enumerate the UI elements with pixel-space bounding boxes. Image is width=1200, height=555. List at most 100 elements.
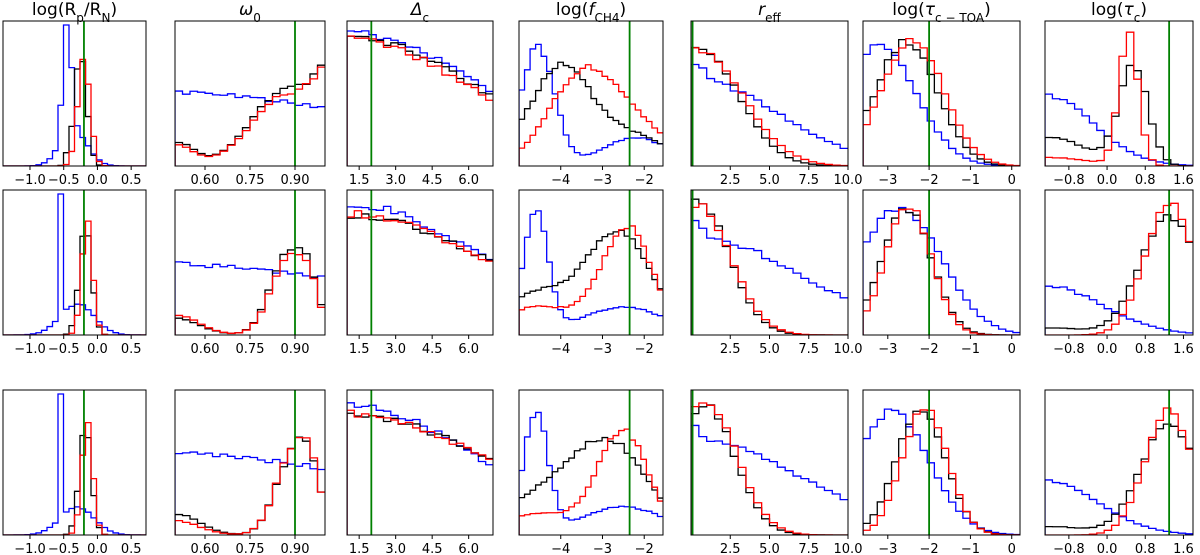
x-tick-label: 0.0: [1097, 173, 1118, 188]
x-tick-label: 7.5: [798, 542, 819, 555]
x-tick-label: 4.5: [422, 173, 443, 188]
x-tick-label: 0.90: [281, 542, 310, 555]
panel-tc-row2: −0.8 0.0 0.8 1.6: [1044, 189, 1194, 357]
hist-red-tctoa-row2: [863, 208, 1020, 335]
panel-frame: [1044, 389, 1194, 536]
hist-black-tctoa-row2: [863, 208, 1020, 335]
hist-black-tc-row1: [1045, 64, 1193, 166]
x-tick-label: 1.6: [1173, 342, 1194, 357]
x-tick-label: −0.5: [48, 542, 80, 555]
panel-rp-row2: −1.0 −0.5 0.0 0.5: [2, 189, 147, 357]
panel-w0-row1: 0.60 0.75 0.90: [174, 20, 326, 188]
x-tick-label: −3: [593, 342, 612, 357]
x-tick-label: 0.0: [87, 173, 108, 188]
panel-frame: [690, 189, 849, 336]
hist-red-w0-row3: [175, 436, 325, 535]
x-tick-label: −3: [593, 173, 612, 188]
panel-reff-row2: 2.5 5.0 7.5 10.0: [690, 189, 862, 357]
x-tick-label: −3: [878, 342, 897, 357]
hist-red-fch4-row1: [519, 64, 663, 166]
hist-black-tctoa-row1: [863, 38, 1020, 166]
panel-frame: [346, 20, 494, 167]
x-tick-label: 0.5: [121, 542, 142, 555]
hist-red-reff-row3: [691, 402, 848, 535]
panel-frame: [346, 189, 494, 336]
panel-frame: [862, 20, 1021, 167]
x-tick-label: 0.0: [87, 342, 108, 357]
x-tick-label: −1: [961, 342, 980, 357]
x-tick-label: −1.0: [14, 342, 46, 357]
column-title-tc: log(τc): [1091, 0, 1147, 25]
hist-blue-w0-row1: [175, 90, 325, 166]
x-tick-label: −2: [635, 542, 654, 555]
x-tick-label: −4: [551, 342, 570, 357]
hist-blue-fch4-row2: [519, 210, 663, 335]
x-tick-label: −1.0: [14, 542, 46, 555]
x-tick-label: 0.60: [191, 542, 220, 555]
x-tick-label: −3: [593, 542, 612, 555]
panel-dc-row2: 1.5 3.0 4.5 6.0: [346, 189, 494, 357]
hist-blue-tc-row1: [1045, 93, 1193, 166]
x-tick-label: 1.5: [349, 342, 370, 357]
x-tick-label: 5.0: [759, 173, 780, 188]
x-tick-label: 0.5: [121, 342, 142, 357]
x-tick-label: −0.5: [48, 342, 80, 357]
panel-tc-row3: −0.8 0.0 0.8 1.6: [1044, 389, 1194, 555]
panel-tctoa-row1: −3 −2 −1 0: [862, 20, 1021, 188]
panel-tctoa-row3: −3 −2 −1 0: [862, 389, 1021, 555]
panel-fch4-row1: −4 −3 −2: [518, 20, 664, 188]
hist-black-dc-row2: [347, 213, 493, 335]
panel-frame: [1044, 189, 1194, 336]
panel-frame: [2, 189, 147, 336]
hist-red-w0-row2: [175, 252, 325, 335]
x-tick-label: 0.60: [191, 342, 220, 357]
hist-red-rp-row2: [3, 220, 146, 335]
panel-tctoa-row2: −3 −2 −1 0: [862, 189, 1021, 357]
hist-blue-tctoa-row1: [863, 43, 1020, 166]
x-tick-label: 1.6: [1173, 173, 1194, 188]
x-tick-label: 7.5: [798, 173, 819, 188]
x-tick-label: −4: [551, 542, 570, 555]
panel-frame: [518, 189, 664, 336]
hist-red-w0-row1: [175, 66, 325, 166]
x-tick-label: 2.5: [720, 542, 741, 555]
hist-black-fch4-row1: [519, 61, 663, 166]
column-title-w0: ω0: [239, 0, 261, 25]
x-tick-label: 3.0: [385, 342, 406, 357]
x-tick-label: 0.8: [1135, 173, 1156, 188]
x-tick-label: 0.90: [281, 173, 310, 188]
hist-black-tc-row2: [1045, 214, 1193, 335]
hist-blue-w0-row2: [175, 261, 325, 335]
panel-w0-row2: 0.60 0.75 0.90: [174, 189, 326, 357]
x-tick-label: −0.8: [1053, 342, 1085, 357]
x-tick-label: 1.6: [1173, 542, 1194, 555]
hist-blue-dc-row1: [347, 30, 493, 166]
panel-frame: [2, 20, 147, 167]
x-tick-label: 2.5: [720, 342, 741, 357]
x-tick-label: 0.0: [1097, 342, 1118, 357]
x-tick-label: −2: [920, 542, 939, 555]
x-tick-label: −1: [961, 173, 980, 188]
panel-frame: [862, 389, 1021, 536]
x-tick-label: 0.90: [281, 342, 310, 357]
panel-rp-row1: −1.0 −0.5 0.0 0.5: [2, 20, 147, 188]
column-title-fch4: log(fCH4): [556, 0, 626, 25]
panel-frame: [518, 20, 664, 167]
panel-reff-row3: 2.5 5.0 7.5 10.0: [690, 389, 862, 555]
panel-w0-row3: 0.60 0.75 0.90: [174, 389, 326, 555]
panel-frame: [174, 189, 326, 336]
panel-rp-row3: −1.0 −0.5 0.0 0.5: [2, 389, 147, 555]
x-tick-label: 0.75: [236, 342, 265, 357]
x-tick-label: −1: [961, 542, 980, 555]
x-tick-label: 1.5: [349, 542, 370, 555]
hist-black-fch4-row3: [519, 436, 663, 535]
x-tick-label: −2: [920, 173, 939, 188]
panel-dc-row1: 1.5 3.0 4.5 6.0: [346, 20, 494, 188]
hist-red-dc-row2: [347, 210, 493, 335]
x-tick-label: 6.0: [458, 173, 479, 188]
x-tick-label: 6.0: [458, 342, 479, 357]
x-tick-label: 3.0: [385, 542, 406, 555]
hist-blue-dc-row2: [347, 205, 493, 335]
hist-red-fch4-row2: [519, 225, 663, 335]
